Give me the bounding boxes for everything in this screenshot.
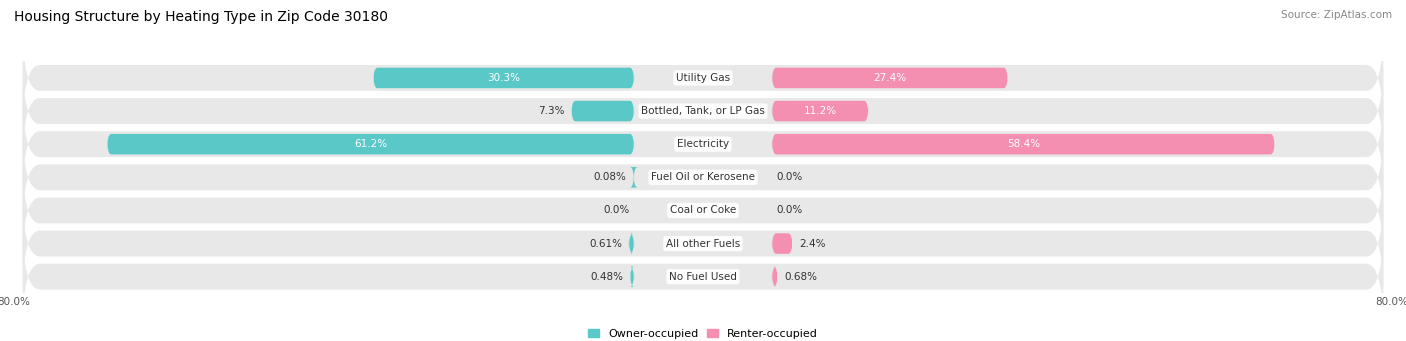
FancyBboxPatch shape: [22, 91, 1384, 197]
Text: Housing Structure by Heating Type in Zip Code 30180: Housing Structure by Heating Type in Zip…: [14, 10, 388, 24]
Text: 0.61%: 0.61%: [589, 239, 621, 249]
Text: 11.2%: 11.2%: [804, 106, 837, 116]
FancyBboxPatch shape: [772, 233, 793, 254]
FancyBboxPatch shape: [772, 134, 1275, 154]
FancyBboxPatch shape: [630, 167, 638, 188]
FancyBboxPatch shape: [22, 157, 1384, 264]
Text: 27.4%: 27.4%: [873, 73, 907, 83]
Text: All other Fuels: All other Fuels: [666, 239, 740, 249]
Text: Electricity: Electricity: [676, 139, 730, 149]
Text: 61.2%: 61.2%: [354, 139, 387, 149]
FancyBboxPatch shape: [107, 134, 634, 154]
Text: 0.08%: 0.08%: [593, 172, 627, 182]
FancyBboxPatch shape: [628, 233, 634, 254]
Text: Utility Gas: Utility Gas: [676, 73, 730, 83]
FancyBboxPatch shape: [772, 101, 869, 121]
Text: 0.68%: 0.68%: [785, 272, 818, 282]
Text: 7.3%: 7.3%: [538, 106, 564, 116]
Text: Coal or Coke: Coal or Coke: [669, 205, 737, 216]
FancyBboxPatch shape: [22, 58, 1384, 164]
FancyBboxPatch shape: [630, 266, 634, 287]
Text: 30.3%: 30.3%: [486, 73, 520, 83]
Text: 0.48%: 0.48%: [591, 272, 623, 282]
Text: 0.0%: 0.0%: [603, 205, 630, 216]
FancyBboxPatch shape: [22, 25, 1384, 131]
FancyBboxPatch shape: [373, 68, 634, 88]
Text: No Fuel Used: No Fuel Used: [669, 272, 737, 282]
Text: 0.0%: 0.0%: [776, 205, 803, 216]
FancyBboxPatch shape: [22, 223, 1384, 330]
Text: 2.4%: 2.4%: [800, 239, 825, 249]
FancyBboxPatch shape: [22, 124, 1384, 231]
FancyBboxPatch shape: [772, 68, 1008, 88]
Legend: Owner-occupied, Renter-occupied: Owner-occupied, Renter-occupied: [588, 329, 818, 339]
Text: Source: ZipAtlas.com: Source: ZipAtlas.com: [1281, 10, 1392, 20]
FancyBboxPatch shape: [571, 101, 634, 121]
FancyBboxPatch shape: [772, 266, 778, 287]
Text: Fuel Oil or Kerosene: Fuel Oil or Kerosene: [651, 172, 755, 182]
Text: Bottled, Tank, or LP Gas: Bottled, Tank, or LP Gas: [641, 106, 765, 116]
Text: 0.0%: 0.0%: [776, 172, 803, 182]
Text: 58.4%: 58.4%: [1007, 139, 1040, 149]
FancyBboxPatch shape: [22, 190, 1384, 297]
